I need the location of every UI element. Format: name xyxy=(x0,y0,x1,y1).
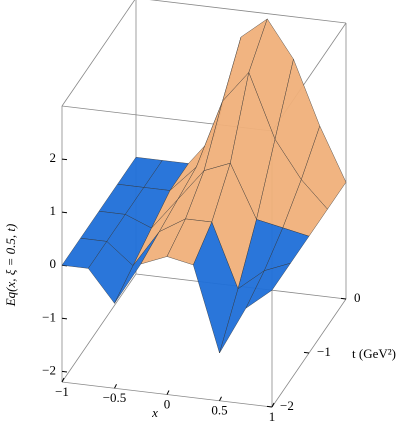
x-tick xyxy=(114,384,117,389)
z-tick-label: −2 xyxy=(42,362,56,377)
t-tick xyxy=(266,405,273,408)
x-tick xyxy=(61,377,65,383)
x-tick-label: 1 xyxy=(269,409,276,423)
t-axis-label: t (GeV²) xyxy=(352,346,396,361)
x-tick-label: 0 xyxy=(164,396,171,411)
x-tick xyxy=(271,402,275,408)
z-tick xyxy=(61,158,68,161)
t-tick-label: 0 xyxy=(354,290,361,305)
z-tick-label: −1 xyxy=(42,309,56,324)
box-edge xyxy=(149,0,347,24)
box-edge xyxy=(61,0,136,107)
x-axis-label: x xyxy=(151,405,158,420)
z-tick-label: 0 xyxy=(50,256,57,271)
x-tick-label: −1 xyxy=(55,384,69,399)
x-tick xyxy=(166,390,170,395)
z-tick-label: 2 xyxy=(50,150,57,165)
x-tick-label: 0.5 xyxy=(211,403,227,418)
z-tick xyxy=(61,317,68,320)
z-tick xyxy=(61,370,68,373)
z-axis-label: Eq(x, ξ = 0.5, t) xyxy=(3,224,18,308)
box-edge xyxy=(61,273,137,383)
x-tick xyxy=(219,396,222,401)
t-tick-label: −2 xyxy=(280,398,294,413)
z-tick xyxy=(61,211,68,214)
t-tick xyxy=(340,297,347,300)
t-tick xyxy=(303,351,310,354)
t-tick-label: −1 xyxy=(317,344,331,359)
x-tick-label: −0.5 xyxy=(103,390,127,405)
z-tick-label: 1 xyxy=(50,203,57,218)
surface-cell xyxy=(245,262,291,309)
